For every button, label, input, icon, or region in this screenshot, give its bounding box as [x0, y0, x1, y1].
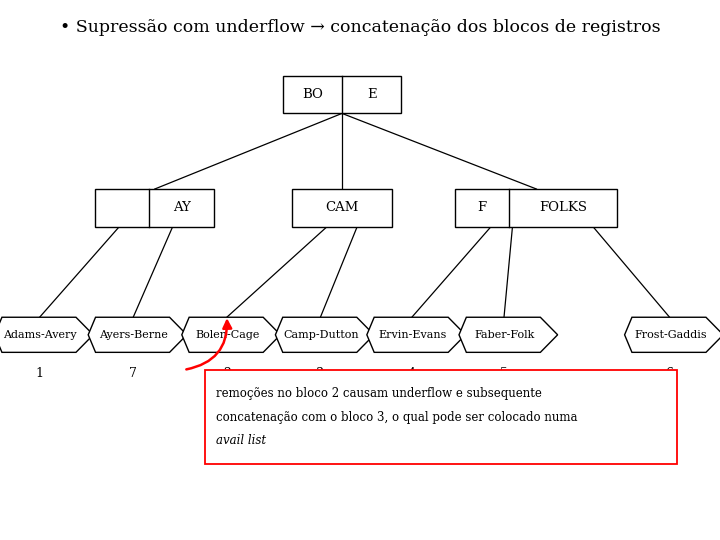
Bar [282, 76, 402, 113]
Text: • Supressão com underflow → concatenação dos blocos de registros: • Supressão com underflow → concatenação… [60, 19, 660, 36]
Text: 6: 6 [665, 367, 674, 381]
Polygon shape [181, 317, 281, 352]
Text: 1: 1 [35, 367, 44, 381]
Bar [95, 189, 215, 227]
Polygon shape [89, 317, 187, 352]
Text: F: F [477, 201, 487, 214]
Bar [205, 370, 677, 464]
Polygon shape [625, 317, 720, 352]
Text: Ervin-Evans: Ervin-Evans [378, 330, 446, 340]
Bar [455, 189, 618, 227]
Text: Ayers-Berne: Ayers-Berne [99, 330, 168, 340]
Text: 2: 2 [223, 367, 230, 381]
FancyArrowPatch shape [186, 321, 231, 369]
Bar [292, 189, 392, 227]
Polygon shape [366, 317, 465, 352]
Polygon shape [275, 317, 374, 352]
Text: Camp-Dutton: Camp-Dutton [283, 330, 359, 340]
Polygon shape [0, 317, 94, 352]
Text: CAM: CAM [325, 201, 359, 214]
Text: 3: 3 [316, 367, 325, 381]
Text: Frost-Gaddis: Frost-Gaddis [634, 330, 706, 340]
Text: E: E [367, 88, 377, 101]
Text: concatenação com o bloco 3, o qual pode ser colocado numa: concatenação com o bloco 3, o qual pode … [216, 410, 577, 424]
Text: 4: 4 [408, 367, 416, 381]
Text: avail list: avail list [216, 434, 266, 447]
Text: Adams-Avery: Adams-Avery [4, 330, 77, 340]
Text: remoções no bloco 2 causam underflow e subsequente: remoções no bloco 2 causam underflow e s… [216, 387, 542, 400]
Text: Faber-Folk: Faber-Folk [474, 330, 535, 340]
Text: 7: 7 [130, 367, 137, 381]
Text: Bolen-Cage: Bolen-Cage [195, 330, 260, 340]
Text: 5: 5 [500, 367, 508, 381]
Text: BO: BO [302, 88, 323, 101]
Polygon shape [459, 317, 557, 352]
Text: AY: AY [173, 201, 191, 214]
Text: FOLKS: FOLKS [539, 201, 587, 214]
